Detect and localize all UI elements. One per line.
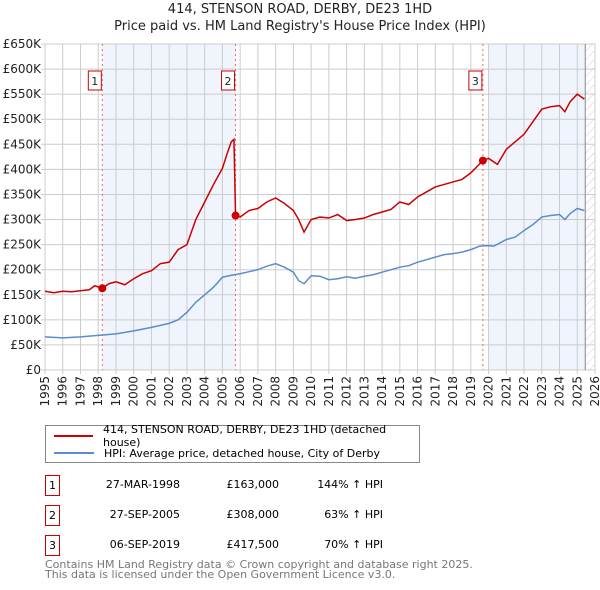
y-tick-label: £650K: [3, 37, 43, 51]
x-tick-label: 2009: [286, 376, 300, 407]
y-tick-label: £500K: [3, 112, 43, 126]
y-tick-label: £300K: [3, 213, 43, 227]
series-line-property: [44, 93, 585, 294]
y-tick-label: £250K: [3, 238, 43, 252]
y-tick-label: £600K: [3, 62, 43, 76]
sale-point: [231, 211, 240, 220]
x-tick-label: 2007: [251, 376, 265, 407]
x-tick-label: 2025: [570, 376, 584, 407]
x-tick-label: 1995: [38, 376, 52, 407]
sale-hpi-change: 70% ↑ HPI: [324, 538, 383, 551]
x-tick-label: 2004: [198, 376, 212, 407]
y-tick-label: £100K: [3, 313, 43, 327]
x-tick-label: 2003: [180, 376, 194, 407]
x-tick-label: 2002: [162, 376, 176, 407]
x-tick-label: 2013: [357, 376, 371, 407]
x-tick-label: 2005: [215, 376, 229, 407]
x-tick-label: 2019: [464, 376, 478, 407]
legend: 414, STENSON ROAD, DERBY, DE23 1HD (deta…: [45, 423, 420, 463]
x-tick-label: 2017: [428, 376, 442, 407]
sale-price: £163,000: [226, 478, 280, 491]
sale-date: 06-SEP-2019: [109, 538, 180, 551]
sale-hpi-change: 144% ↑ HPI: [317, 478, 383, 491]
y-tick-label: £50K: [10, 338, 42, 352]
sale-label: 3: [472, 75, 479, 88]
x-tick-label: 2014: [375, 376, 389, 407]
x-tick-label: 1999: [109, 376, 123, 407]
x-tick-label: 2015: [393, 376, 407, 407]
forecast-hatch: [585, 44, 595, 370]
footer-line: Contains HM Land Registry data © Crown c…: [45, 558, 473, 571]
sale-number: 3: [45, 535, 60, 556]
sale-label: 1: [91, 75, 98, 88]
x-tick-label: 2011: [322, 376, 336, 407]
x-tick-label: 2018: [446, 376, 460, 407]
sale-label-box: [468, 70, 483, 91]
x-tick-label: 2024: [553, 376, 567, 407]
footer-line: This data is licensed under the Open Gov…: [45, 568, 396, 581]
sale-date: 27-SEP-2005: [109, 508, 180, 521]
x-tick-label: 2008: [269, 376, 283, 407]
legend-swatch-red: [54, 435, 93, 437]
legend-item-property: 414, STENSON ROAD, DERBY, DE23 1HD (deta…: [54, 423, 419, 449]
x-tick-label: 2006: [233, 376, 247, 407]
legend-label: HPI: Average price, detached house, City…: [104, 446, 381, 460]
sale-number: 1: [45, 475, 60, 496]
y-tick-label: £0: [26, 363, 41, 377]
y-tick-label: £200K: [3, 263, 43, 277]
sale-date: 27-MAR-1998: [105, 478, 180, 491]
legend-item-hpi: HPI: Average price, detached house, City…: [54, 445, 380, 461]
y-tick-label: £350K: [3, 187, 43, 201]
sale-label-box: [221, 70, 236, 91]
x-tick-label: 2026: [588, 376, 600, 407]
sale-label: 2: [225, 75, 232, 88]
sale-number: 2: [45, 505, 60, 526]
sale-hpi-change: 63% ↑ HPI: [324, 508, 383, 521]
shaded-range: [488, 44, 586, 370]
x-tick-label: 2023: [535, 376, 549, 407]
chart-subtitle: Price paid vs. HM Land Registry's House …: [114, 19, 486, 34]
sale-row: 2 27-SEP-2005 £308,000 63% ↑ HPI: [45, 505, 445, 526]
x-tick-label: 1998: [91, 376, 105, 407]
y-tick-label: £150K: [3, 288, 43, 302]
legend-label: 414, STENSON ROAD, DERBY, DE23 1HD (deta…: [103, 423, 387, 449]
sale-point: [98, 284, 107, 293]
x-tick-label: 2001: [144, 376, 158, 407]
sale-point: [478, 156, 487, 165]
x-tick-label: 1996: [56, 376, 70, 407]
x-tick-label: 1997: [73, 376, 87, 407]
price-chart: 1995 1996 1997 1998 1999 2000 2001 2002 2003 2004…: [3, 37, 600, 407]
y-tick-label: £550K: [3, 87, 43, 101]
sale-row: 1 27-MAR-1998 £163,000 144% ↑ HPI: [45, 475, 445, 496]
legend-swatch-blue: [54, 452, 94, 454]
x-tick-label: 2022: [517, 376, 531, 407]
series-line-hpi: [44, 207, 585, 339]
y-tick-label: £400K: [3, 162, 43, 176]
x-tick-label: 2000: [127, 376, 141, 407]
x-tick-label: 2020: [482, 376, 496, 407]
sale-price: £308,000: [226, 508, 280, 521]
x-tick-label: 2016: [411, 376, 425, 407]
x-tick-label: 2012: [340, 376, 354, 407]
sale-row: 3 06-SEP-2019 £417,500 70% ↑ HPI: [45, 535, 445, 556]
x-tick-label: 2021: [499, 376, 513, 407]
sale-label-box: [87, 70, 102, 91]
footer: Contains HM Land Registry data © Crown c…: [45, 558, 473, 581]
x-tick-label: 2010: [304, 376, 318, 407]
y-tick-label: £450K: [3, 137, 43, 151]
sale-price: £417,500: [226, 538, 280, 551]
chart-title: 414, STENSON ROAD, DERBY, DE23 1HD: [167, 2, 433, 17]
